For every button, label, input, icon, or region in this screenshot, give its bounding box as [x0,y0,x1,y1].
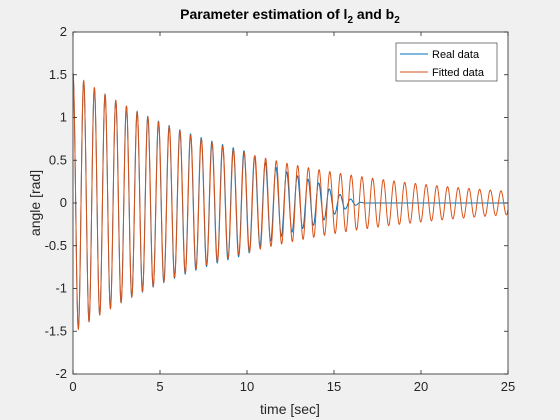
series-line-fitted-data [72,72,509,331]
y-axis-label: angle [rad] [27,170,43,236]
x-tick-label: 15 [327,379,341,394]
y-tick-label: 0 [60,195,67,210]
y-tick-label: 1 [60,110,67,125]
y-tick-label: -2 [55,366,67,381]
y-tick-label: -1 [55,281,67,296]
y-tick-label: -0.5 [45,238,67,253]
legend: Real data Fitted data [395,42,498,82]
x-tick-label: 0 [69,379,76,394]
x-tick-label: 5 [156,379,163,394]
title-sub-1: 2 [347,15,353,26]
y-tick-label: 0.5 [49,152,67,167]
legend-label-real-data: Real data [432,49,480,61]
y-tick-label: -1.5 [45,323,67,338]
y-tick-label: 1.5 [49,67,67,82]
legend-label-fitted-data: Fitted data [432,67,485,79]
x-tick-label: 10 [240,379,254,394]
y-ticks: -2 -1.5 -1 -0.5 0 0.5 1 1.5 2 [45,24,508,381]
title-sub-2: 2 [394,15,400,26]
chart-title: Parameter estimation of l2 and b2 [180,6,400,26]
x-axis-label: time [sec] [260,401,320,417]
x-ticks: 0 5 10 15 20 25 [69,32,515,394]
title-middle: and b [353,6,394,22]
legend-box [395,42,498,82]
y-tick-label: 2 [60,24,67,39]
x-tick-label: 20 [414,379,428,394]
x-tick-label: 25 [501,379,515,394]
series-layer [72,72,509,331]
